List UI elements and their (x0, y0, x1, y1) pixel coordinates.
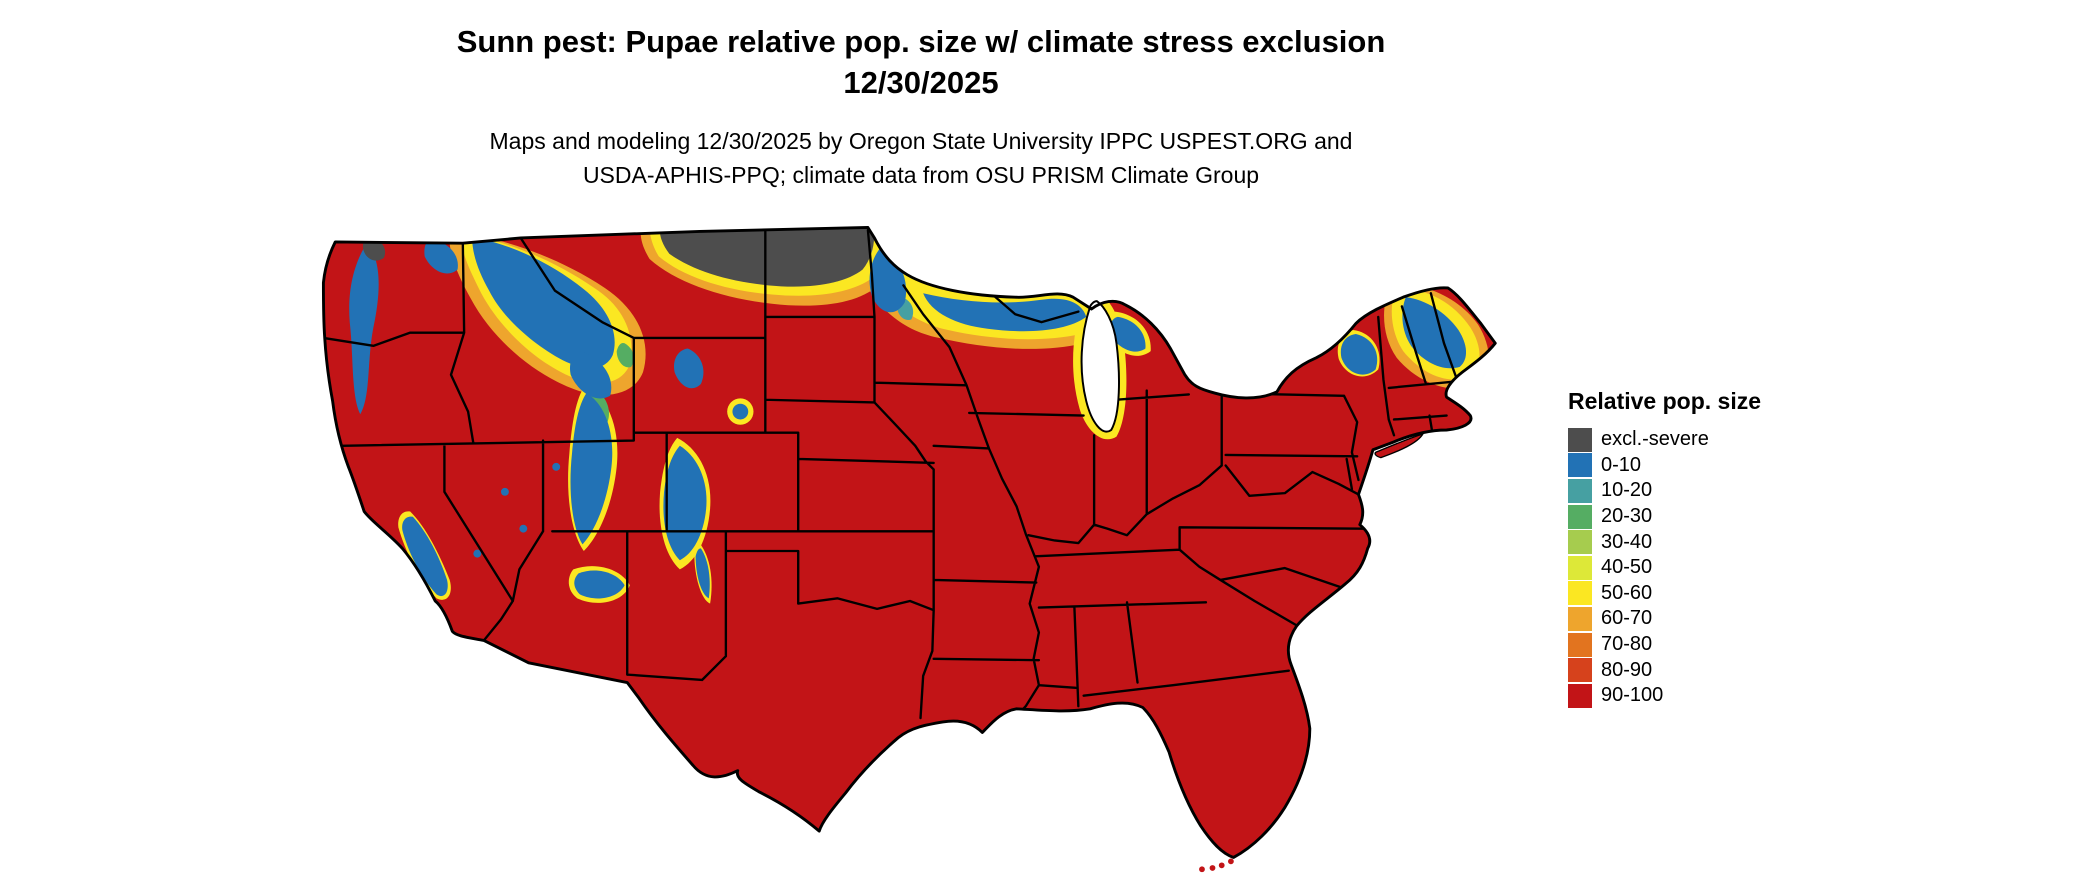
map-title: Sunn pest: Pupae relative pop. size w/ c… (456, 24, 1386, 59)
state-boundaries (323, 228, 1459, 724)
us-map (305, 222, 1515, 880)
legend-swatch (1568, 658, 1592, 683)
legend-item: 20-30 (1568, 504, 1761, 530)
header: Sunn pest: Pupae relative pop. size w/ c… (0, 22, 1842, 193)
legend-title: Relative pop. size (1568, 388, 1762, 414)
legend-swatch (1568, 581, 1592, 606)
legend-item: 30-40 (1568, 529, 1761, 555)
legend-item: 90-100 (1568, 683, 1761, 709)
map-subtitle: Maps and modeling 12/30/2025 by Oregon S… (0, 124, 1842, 193)
legend-swatch (1568, 606, 1592, 631)
legend-swatch (1568, 632, 1592, 657)
legend-item: 0-10 (1568, 453, 1761, 479)
legend-swatch (1568, 478, 1592, 503)
legend-label: 70-80 (1601, 633, 1653, 656)
legend-label: excl.-severe (1601, 428, 1709, 451)
lake-michigan (1080, 300, 1120, 433)
legend-swatch (1568, 504, 1592, 529)
legend-swatch (1568, 453, 1592, 478)
florida-keys (1199, 858, 1234, 873)
long-island (1374, 432, 1425, 459)
us-outline (321, 226, 1497, 859)
us-map-svg (321, 226, 1497, 873)
map-title-date: 12/30/2025 (843, 64, 999, 100)
subtitle-line-1: Maps and modeling 12/30/2025 by Oregon S… (489, 127, 1353, 154)
legend-swatch (1568, 427, 1592, 452)
legend-item: 70-80 (1568, 632, 1761, 658)
legend-swatch (1568, 555, 1592, 580)
legend-item: excl.-severe (1568, 427, 1761, 453)
legend-swatch (1568, 530, 1592, 555)
legend-item: 80-90 (1568, 657, 1761, 683)
legend-label: 50-60 (1601, 581, 1653, 604)
legend-label: 90-100 (1601, 684, 1664, 707)
legend-label: 80-90 (1601, 658, 1653, 681)
legend-label: 40-50 (1601, 556, 1653, 579)
legend: Relative pop. size excl.-severe 0-10 10-… (1568, 388, 1761, 709)
legend-item: 40-50 (1568, 555, 1761, 581)
legend-swatch (1568, 683, 1592, 708)
map-fill-layers (323, 227, 1496, 858)
legend-item: 60-70 (1568, 606, 1761, 632)
legend-label: 0-10 (1601, 453, 1642, 476)
legend-label: 60-70 (1601, 607, 1653, 630)
legend-label: 10-20 (1601, 479, 1653, 502)
legend-item: 50-60 (1568, 581, 1761, 607)
legend-label: 20-30 (1601, 505, 1653, 528)
subtitle-line-2: USDA-APHIS-PPQ; climate data from OSU PR… (582, 162, 1260, 189)
coastal-details (1199, 432, 1425, 873)
legend-label: 30-40 (1601, 530, 1653, 553)
legend-item: 10-20 (1568, 478, 1761, 504)
